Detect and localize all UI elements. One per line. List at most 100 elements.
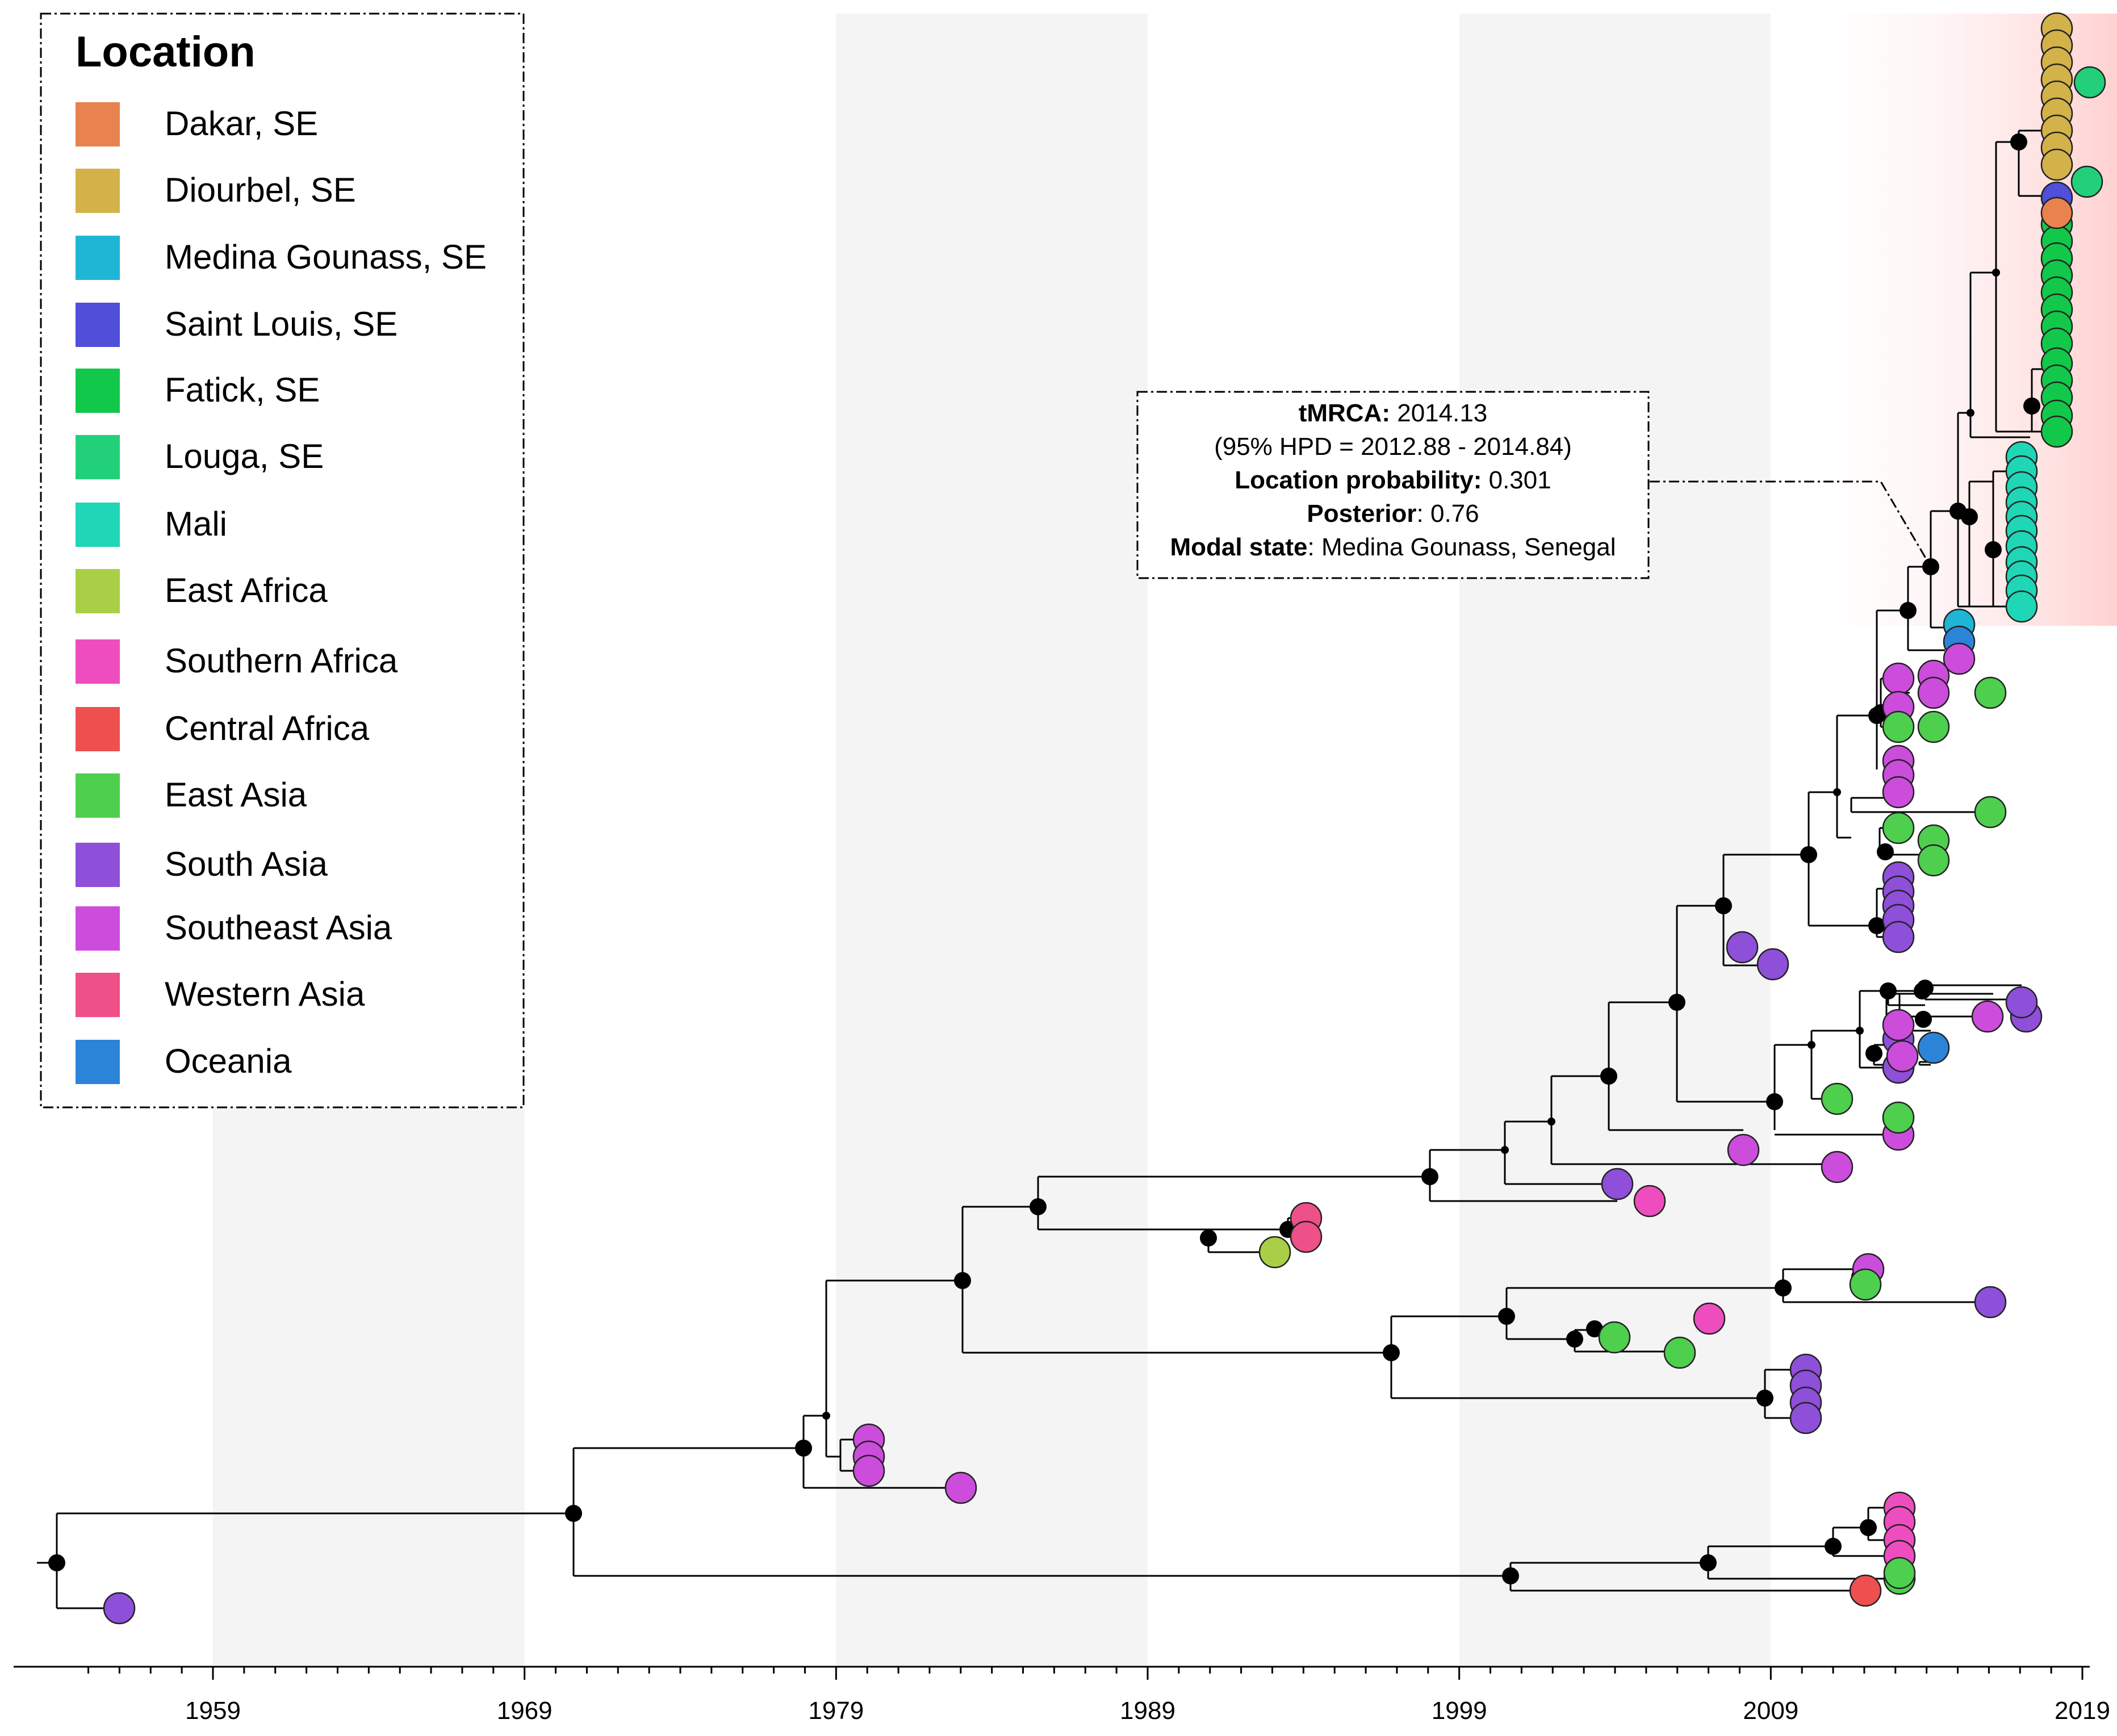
internal-node [1808,1041,1815,1049]
legend-label: Fatick, SE [165,371,320,409]
legend: Location Dakar, SE Diourbel, SE Medina Gou… [40,12,525,1108]
legend-item: Fatick, SE [76,369,320,413]
legend-swatch [76,435,120,479]
tip-marker [1598,1321,1631,1354]
tip-marker [2073,66,2106,99]
legend-swatch [76,169,120,213]
axis-tick-label: 2019 [2055,1697,2110,1725]
tip-marker [103,1592,136,1625]
tip-marker [1883,1557,1916,1589]
legend-frame [40,12,525,1108]
legend-label: Mali [165,505,227,543]
tip-marker [1971,1000,2004,1033]
tip-marker [1917,676,1950,709]
legend-item: Medina Gounass, SE [76,236,487,280]
legend-item: Diourbel, SE [76,169,356,213]
internal-node [1566,1331,1583,1348]
internal-node [1856,1027,1864,1035]
tip-marker [2040,196,2073,229]
tip-marker [2005,986,2038,1019]
tip-marker [1756,948,1789,981]
legend-items: Dakar, SE Diourbel, SE Medina Gounass, SE S… [76,102,487,1084]
internal-node [1865,1045,1882,1062]
tip-marker [2070,165,2103,198]
legend-swatch [76,639,120,684]
tip-marker [1693,1302,1726,1335]
legend-item: Central Africa [76,707,370,751]
axis-tick-label: 1969 [497,1697,553,1725]
legend-label: Louga, SE [165,437,324,475]
internal-node [1900,602,1917,619]
axis-tick-label: 2009 [1743,1697,1798,1725]
legend-label: Southeast Asia [165,909,392,947]
legend-swatch [76,236,120,280]
legend-swatch [76,1040,120,1084]
tip-marker [1290,1220,1323,1253]
axis-tick-label: 1999 [1432,1697,1487,1725]
legend-label: Saint Louis, SE [165,305,398,343]
legend-swatch [76,102,120,147]
internal-node [954,1272,971,1289]
legend-item: East Africa [76,569,328,613]
tip-marker [2040,148,2073,181]
internal-node [1766,1093,1783,1110]
legend-swatch [76,843,120,887]
tip-marker [1943,642,1976,675]
tip-marker [1974,796,2007,829]
internal-node [1501,1146,1509,1154]
legend-label: Dakar, SE [165,104,318,143]
internal-node [1877,843,1894,860]
tip-marker [1917,844,1950,877]
tip-marker [1821,1082,1854,1115]
legend-swatch [76,303,120,347]
legend-label: Medina Gounass, SE [165,238,487,276]
legend-item: Mali [76,503,227,547]
internal-node [2010,133,2027,150]
legend-label: Diourbel, SE [165,171,356,209]
axis-tick-label: 1979 [808,1697,864,1725]
annotation-line-location-probability: Location probability: 0.301 [1235,466,1551,494]
annotation-line-tmrca: tMRCA: 2014.13 [1299,399,1488,427]
internal-node [1825,1538,1842,1555]
legend-item: Saint Louis, SE [76,303,398,347]
legend-label: Central Africa [165,709,370,747]
annotation-line-modal-state: Modal state: Medina Gounass, Senegal [1170,533,1616,561]
legend-label: East Asia [165,776,307,814]
internal-node [795,1440,812,1457]
tip-marker [1726,931,1759,964]
tip-marker [1882,811,1915,844]
tip-marker [1917,1031,1950,1064]
legend-title: Location [76,28,256,76]
tip-marker [1882,1009,1915,1041]
tip-marker [1882,921,1915,953]
tip-marker [1886,1040,1919,1073]
internal-node [1498,1308,1515,1325]
legend-item: Southern Africa [76,639,398,684]
legend-swatch [76,973,120,1017]
tip-marker [1974,1286,2007,1319]
tip-marker [1821,1151,1854,1183]
internal-node [1775,1279,1792,1296]
tip-marker [2005,590,2038,623]
tip-marker [1663,1336,1696,1369]
internal-node [1502,1567,1519,1584]
tip-marker [2040,415,2073,448]
time-axis: 1959 1969 1979 1989 1999 2009 2019 [14,1666,2110,1725]
tip-marker [1882,710,1915,743]
tip-marker [1633,1185,1666,1218]
tip-marker [1974,676,2007,709]
internal-node [1715,897,1732,914]
axis-tick-label: 1959 [185,1697,241,1725]
tip-marker [1849,1574,1882,1607]
legend-item: East Asia [76,773,307,818]
legend-swatch [76,707,120,751]
tip-marker [1882,1101,1915,1134]
annotation-box [1136,391,1650,579]
legend-label: East Africa [165,571,328,609]
internal-node [1600,1068,1617,1085]
legend-label: Oceania [165,1042,292,1080]
internal-node [1833,788,1841,796]
tip-marker [1849,1268,1882,1301]
tip-marker [1917,710,1950,743]
